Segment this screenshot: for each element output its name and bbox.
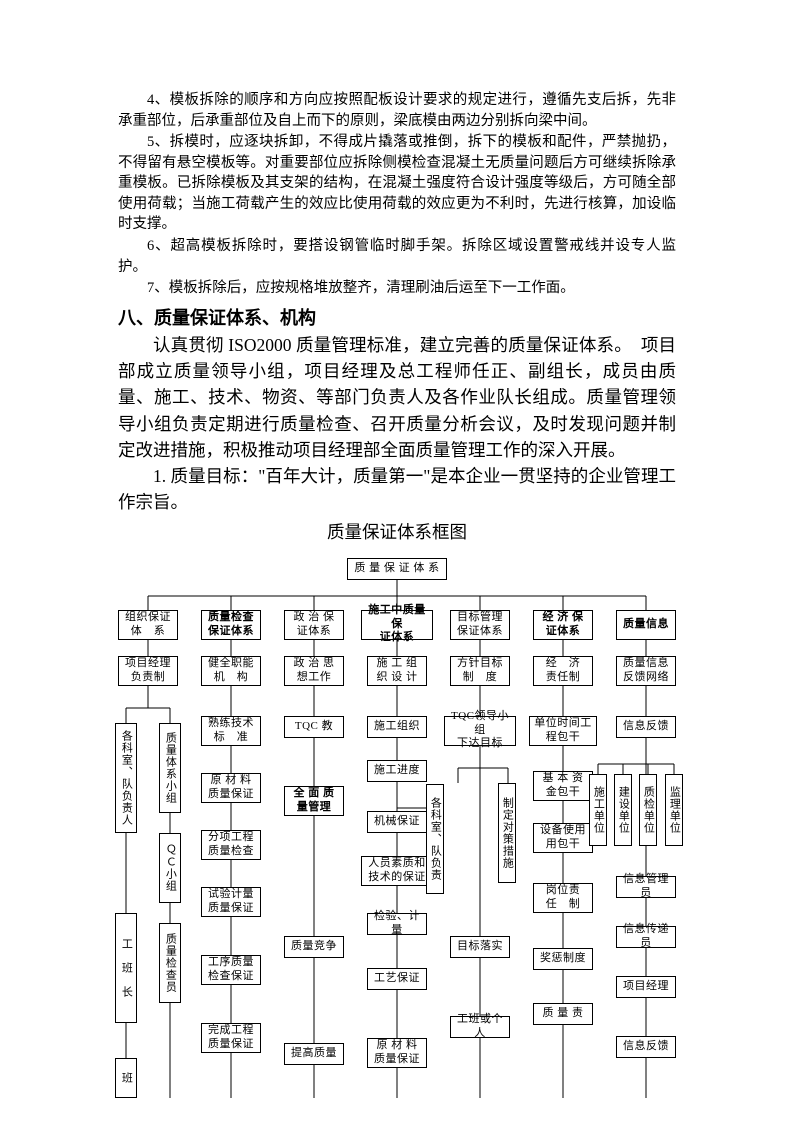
col3-i1: 全 面 质量管理 bbox=[284, 786, 344, 816]
col6-l1: 经 济 保证体系 bbox=[533, 610, 593, 640]
col4-l1: 施工中质量保证体系 bbox=[361, 610, 433, 640]
col7-v3: 监理单位 bbox=[665, 774, 683, 846]
col7-i0: 信息反馈 bbox=[616, 716, 676, 738]
col4-i0: 施工组织 bbox=[367, 716, 427, 738]
col7-v1: 建设单位 bbox=[614, 774, 632, 846]
col6-i2: 设备使用用包干 bbox=[533, 823, 593, 853]
flowchart: 质 量 保 证 体 系 组织保证体 系 质量检查保证体系 政 治 保证体系 施工… bbox=[118, 558, 676, 1098]
col2-l1: 质量检查保证体系 bbox=[201, 610, 261, 640]
col7-i2: 信息传递员 bbox=[616, 926, 676, 948]
col5-l2: 方针目标制 度 bbox=[450, 656, 510, 686]
col7-i4: 信息反馈 bbox=[616, 1036, 676, 1058]
col2-i5: 完成工程质量保证 bbox=[201, 1023, 261, 1053]
col2-i4: 工序质量检查保证 bbox=[201, 955, 261, 985]
col4-i1: 施工进度 bbox=[367, 760, 427, 782]
col4-l2: 施 工 组织 设 计 bbox=[367, 656, 427, 686]
paragraph-7: 7、模板拆除后，应按规格堆放整齐，清理刷油后运至下一工作面。 bbox=[118, 278, 676, 299]
col1-v3: 质量检查员 bbox=[159, 923, 181, 1003]
col7-l2: 质量信息反馈网络 bbox=[616, 656, 676, 686]
col2-i1: 原 材 料质量保证 bbox=[201, 773, 261, 803]
col6-i3: 岗位责任 制 bbox=[533, 883, 593, 913]
col7-i3: 项目经理 bbox=[616, 976, 676, 998]
col7-l1: 质量信息 bbox=[616, 610, 676, 640]
section-heading: 八、质量保证体系、机构 bbox=[118, 304, 676, 330]
col1-l1: 组织保证体 系 bbox=[118, 610, 178, 640]
col3-i0: TQC 教 bbox=[284, 716, 344, 738]
col6-i5: 质 量 责 bbox=[533, 1003, 593, 1025]
col2-i0: 熟练技术标 准 bbox=[201, 716, 261, 746]
col2-l2: 健全职能机 构 bbox=[201, 656, 261, 686]
paragraph-4: 4、模板拆除的顺序和方向应按照配板设计要求的规定进行，遵循先支后拆，先非承重部位… bbox=[118, 90, 676, 131]
col2-i2: 分项工程质量检查 bbox=[201, 830, 261, 860]
col4-i3: 人员素质和技术的保证 bbox=[361, 856, 433, 886]
col1-v1: 质量体系小组 bbox=[159, 723, 181, 813]
col7-i1: 信息管理员 bbox=[616, 876, 676, 898]
paragraph-5: 5、拆模时，应逐块拆卸，不得成片撬落或推倒，拆下的模板和配件，严禁抛扔，不得留有… bbox=[118, 132, 676, 235]
col3-l2: 政 治 思想工作 bbox=[284, 656, 344, 686]
col5-i1: 目标落实 bbox=[450, 936, 510, 958]
chart-title: 质量保证体系框图 bbox=[118, 519, 676, 544]
col1-v5: 班 bbox=[115, 1058, 137, 1098]
col6-i1: 基 本 资金包干 bbox=[533, 771, 593, 801]
col6-i4: 奖惩制度 bbox=[533, 948, 593, 970]
col7-v2: 质检单位 bbox=[639, 774, 657, 846]
col3-l1: 政 治 保证体系 bbox=[284, 610, 344, 640]
col2-i3: 试验计量质量保证 bbox=[201, 887, 261, 917]
col6-i0: 单位时间工程包干 bbox=[529, 716, 597, 746]
col3-i3: 提高质量 bbox=[284, 1043, 344, 1065]
flow-root: 质 量 保 证 体 系 bbox=[347, 558, 447, 580]
col5-i2: 工班或个人 bbox=[450, 1016, 510, 1038]
col5-v0: 制定对策措施 bbox=[498, 783, 516, 883]
col1-l2: 项目经理负责制 bbox=[118, 656, 178, 686]
col4-i4: 检验、计量 bbox=[367, 913, 427, 935]
col5-i0: TQC领导小组下达目标 bbox=[444, 716, 516, 746]
col4-i5: 工艺保证 bbox=[367, 968, 427, 990]
col1-v4: 工 班 长 bbox=[115, 913, 137, 1023]
col4-i2: 机械保证 bbox=[367, 811, 427, 833]
body-text-1: 认真贯彻 ISO2000 质量管理标准，建立完善的质量保证体系。 项目部成立质量… bbox=[118, 332, 676, 463]
paragraph-6: 6、超高模板拆除时，要搭设钢管临时脚手架。拆除区域设置警戒线并设专人监护。 bbox=[118, 236, 676, 277]
col1-v0: 各科室、队负责人 bbox=[115, 723, 137, 833]
col4-i6: 原 材 料质量保证 bbox=[367, 1038, 427, 1068]
body-text-2: 1. 质量目标："百年大计，质量第一"是本企业一贯坚持的企业管理工作宗旨。 bbox=[118, 463, 676, 516]
col7-v0: 施工单位 bbox=[589, 774, 607, 846]
col4-v0: 各科室、队负责 bbox=[426, 784, 444, 894]
col3-i2: 质量竞争 bbox=[284, 936, 344, 958]
col1-v2: ＱＣ小组 bbox=[159, 833, 181, 903]
col6-l2: 经 济责任制 bbox=[533, 656, 593, 686]
col5-l1: 目标管理保证体系 bbox=[450, 610, 510, 640]
